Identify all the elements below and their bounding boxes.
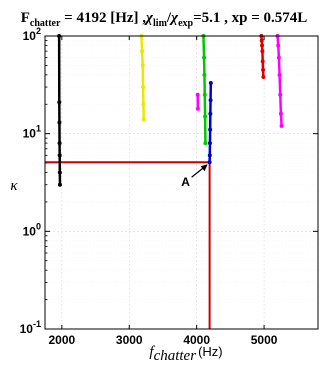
plot-frame: [44, 35, 319, 330]
data-point: [57, 182, 62, 187]
data-point: [195, 92, 200, 97]
series-3: [207, 81, 213, 165]
data-point: [207, 141, 212, 146]
chart-title: Fchatter = 4192 [Hz] ,χlim/χexp=5.1 , xp…: [21, 10, 308, 29]
y-tick-label: 100: [23, 221, 41, 238]
data-point: [259, 38, 264, 43]
annotation-label: A: [181, 175, 190, 189]
series-5: [259, 34, 266, 80]
data-point: [203, 141, 208, 146]
data-point: [140, 49, 145, 54]
data-point: [57, 170, 62, 175]
data-point: [141, 102, 146, 107]
y-tick-base: 10: [20, 322, 34, 336]
data-point: [276, 43, 281, 48]
title-chi2-sub: exp: [178, 18, 193, 29]
data-point: [195, 106, 200, 111]
y-axis-label: κ: [10, 178, 18, 194]
data-point: [57, 120, 62, 125]
x-tick-label: 5000: [251, 333, 278, 347]
x-axis-symbol: f: [149, 344, 155, 360]
data-point: [141, 85, 146, 90]
data-point: [208, 81, 213, 86]
data-point: [202, 55, 207, 60]
title-chi1-sub: lim: [153, 18, 168, 29]
data-point: [57, 141, 62, 146]
title-chi2: χ: [169, 10, 179, 26]
y-tick-exp: 1: [36, 124, 41, 134]
y-tick-exp: -1: [33, 319, 41, 329]
data-point: [261, 75, 266, 80]
marker-lines: [45, 161, 211, 329]
data-point: [208, 98, 213, 103]
data-point: [208, 111, 213, 116]
data-point: [207, 160, 212, 165]
data-point: [57, 153, 62, 158]
y-tick-label: 10-1: [20, 319, 41, 336]
series-0: [57, 34, 62, 187]
data-point: [140, 63, 145, 68]
annotation-group: A: [181, 164, 208, 189]
data-point: [260, 59, 265, 64]
title-prefix: F: [21, 10, 30, 26]
series-1: [139, 34, 146, 122]
y-tick-exp: 2: [36, 26, 41, 36]
title-part2: =5.1 , xp = 0.574L: [193, 10, 307, 26]
data-point: [202, 92, 207, 97]
data-point: [277, 72, 282, 77]
data-point: [260, 49, 265, 54]
series-line: [140, 35, 146, 120]
data-point: [260, 43, 265, 48]
data-point: [141, 117, 146, 122]
y-tick-label: 102: [23, 26, 41, 43]
y-tick-base: 10: [23, 127, 37, 141]
y-tick-label: 101: [23, 124, 41, 141]
y-tick-exp: 0: [36, 221, 41, 231]
data-point: [202, 72, 207, 77]
series-line: [208, 83, 213, 163]
data-point: [276, 55, 281, 60]
x-axis-sub: chatter: [154, 348, 197, 364]
title-slash: /: [166, 10, 172, 26]
series-line: [202, 35, 207, 144]
series-group: [57, 34, 284, 187]
series-line: [57, 35, 62, 185]
data-point: [203, 114, 208, 119]
x-tick-label: 4000: [183, 333, 210, 347]
data-point: [57, 100, 62, 105]
y-tick-base: 10: [23, 29, 37, 43]
y-tick-base: 10: [23, 224, 37, 238]
x-tick-label: 2000: [49, 333, 76, 347]
x-axis-unit: (Hz): [198, 344, 223, 359]
annotation-arrowhead: [200, 164, 208, 172]
data-point: [207, 153, 212, 158]
x-tick-label: 3000: [116, 333, 143, 347]
series-4: [195, 92, 200, 111]
data-point: [261, 67, 266, 72]
title-prefix-sub: chatter: [30, 18, 61, 29]
data-point: [208, 127, 213, 132]
title-chi1: χ: [144, 10, 154, 26]
title-part1: = 4192 [Hz] ,: [60, 10, 146, 26]
data-point: [279, 123, 284, 128]
x-axis-label: fchatter (Hz): [149, 344, 222, 364]
data-point: [278, 111, 283, 116]
data-point: [278, 92, 283, 97]
series-2: [201, 34, 208, 146]
